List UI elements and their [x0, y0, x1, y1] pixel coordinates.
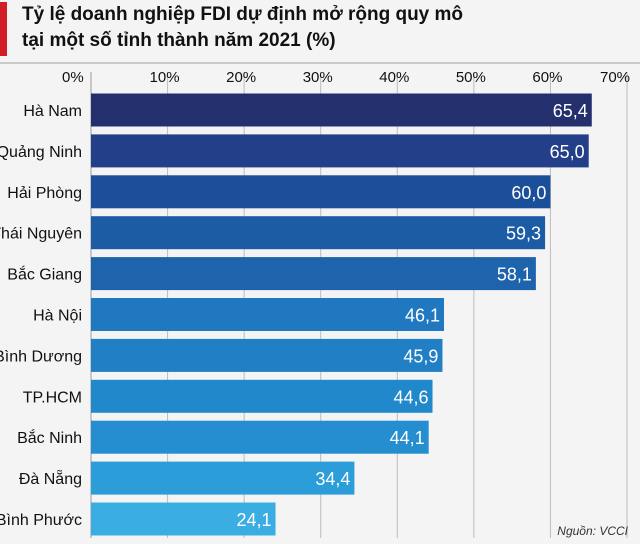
- data-label: 65,0: [550, 142, 585, 162]
- chart-title-line-1: Tỷ lệ doanh nghiệp FDI dự định mở rộng q…: [22, 4, 464, 25]
- x-tick-label: 0%: [62, 69, 84, 86]
- data-label: 44,6: [393, 387, 428, 407]
- data-label: 46,1: [405, 306, 440, 326]
- x-tick-label: 50%: [456, 69, 486, 86]
- source-note: Nguồn: VCCI: [557, 524, 628, 538]
- bar: [91, 134, 589, 168]
- bar: [91, 216, 546, 250]
- category-label: Hà Nội: [33, 308, 82, 325]
- x-tick-label: 20%: [226, 69, 256, 86]
- data-label: 65,4: [553, 101, 588, 121]
- x-tick-label: 40%: [379, 69, 409, 86]
- chart-title-line-2: tại một số tỉnh thành năm 2021 (%): [22, 30, 336, 51]
- category-label: Quảng Ninh: [0, 144, 82, 161]
- data-label: 34,4: [315, 469, 350, 489]
- bar: [91, 93, 592, 127]
- category-label: Bình Phước: [0, 512, 82, 529]
- bar: [91, 379, 433, 413]
- bar: [91, 420, 429, 454]
- x-tick-label: 30%: [303, 69, 333, 86]
- title-accent-bar: [0, 2, 7, 56]
- x-tick-label: 70%: [600, 69, 630, 86]
- bar: [91, 502, 276, 536]
- data-label: 60,0: [511, 183, 546, 203]
- bar: [91, 338, 443, 372]
- category-label: Bình Dương: [0, 348, 82, 365]
- data-label: 45,9: [403, 346, 438, 366]
- bar: [91, 257, 536, 291]
- title-bar: Tỷ lệ doanh nghiệp FDI dự định mở rộng q…: [0, 0, 640, 64]
- data-label: 59,3: [506, 224, 541, 244]
- category-label: Bắc Ninh: [17, 428, 82, 447]
- x-tick-label: 60%: [532, 69, 562, 86]
- category-label: Hải Phòng: [7, 185, 82, 202]
- data-label: 24,1: [236, 510, 271, 530]
- category-label: Hà Nam: [23, 103, 82, 120]
- category-label: Thái Nguyên: [0, 226, 82, 243]
- category-label: TP.HCM: [23, 389, 82, 406]
- x-tick-label: 10%: [150, 69, 180, 86]
- category-label: Đà Nẵng: [19, 469, 82, 488]
- bar: [91, 298, 444, 331]
- bar: [91, 175, 551, 209]
- bar: [91, 461, 355, 495]
- category-label: Bắc Giang: [7, 265, 82, 284]
- data-label: 44,1: [390, 428, 425, 448]
- data-label: 58,1: [497, 265, 532, 285]
